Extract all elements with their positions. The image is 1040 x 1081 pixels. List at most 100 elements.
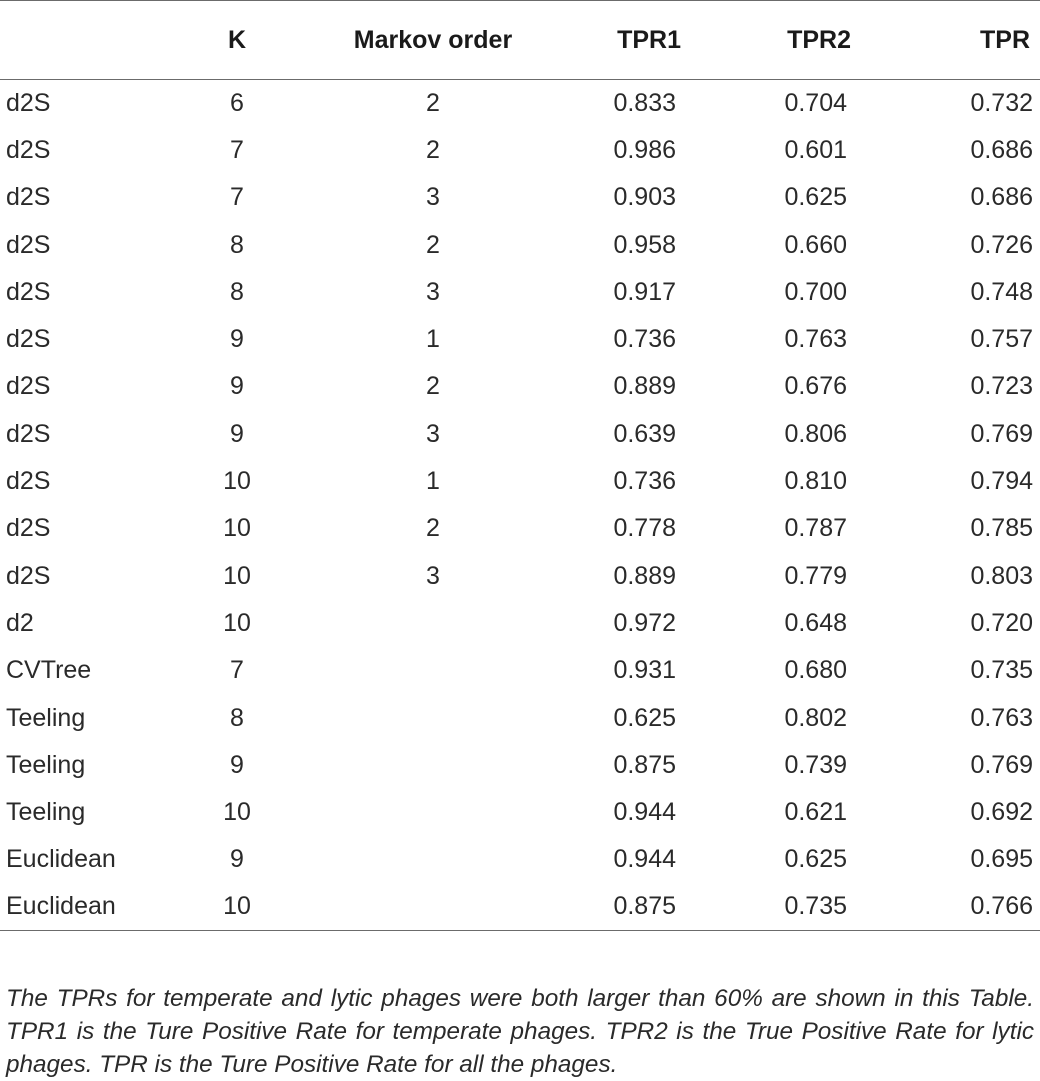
cell-tpr1: 0.986	[613, 135, 676, 164]
cell-method: Teeling	[6, 798, 86, 827]
cell-tpr1: 0.778	[613, 514, 676, 543]
cell-tpr1: 0.944	[613, 798, 676, 827]
header-row: K Markov order TPR1 TPR2 TPR	[0, 0, 1040, 80]
cell-tpr: 0.735	[970, 656, 1033, 685]
table-row: Teeling 8 0.625 0.802 0.763	[0, 694, 1040, 741]
cell-markov-order	[306, 694, 566, 741]
table-footnote: The TPRs for temperate and lytic phages …	[6, 985, 1034, 1079]
cell-method: CVTree	[6, 656, 92, 685]
cell-k: 10	[223, 608, 251, 637]
cell-tpr: 0.726	[970, 230, 1033, 259]
cell-tpr: 0.763	[970, 703, 1033, 732]
header-method	[0, 0, 196, 80]
cell-markov-order: 2	[426, 230, 440, 259]
cell-tpr2: 0.676	[784, 372, 847, 401]
cell-tpr2: 0.601	[784, 135, 847, 164]
cell-tpr2: 0.625	[784, 845, 847, 874]
cell-tpr1: 0.931	[613, 656, 676, 685]
cell-tpr: 0.720	[970, 608, 1033, 637]
cell-method: d2S	[6, 372, 51, 401]
cell-markov-order	[306, 836, 566, 883]
table-row: d2S 7 3 0.903 0.625 0.686	[0, 174, 1040, 221]
cell-tpr1: 0.875	[566, 883, 721, 932]
table-row: d2 10 0.972 0.648 0.720	[0, 600, 1040, 647]
cell-method: d2S	[6, 467, 51, 496]
cell-tpr1: 0.833	[613, 88, 676, 117]
cell-tpr1: 0.889	[613, 372, 676, 401]
cell-tpr2: 0.787	[784, 514, 847, 543]
header-tpr2: TPR2	[721, 0, 889, 80]
cell-method: d2S	[6, 183, 51, 212]
cell-tpr2: 0.735	[721, 883, 889, 932]
cell-tpr1: 0.625	[613, 703, 676, 732]
cell-method: d2S	[6, 419, 51, 448]
cell-tpr2: 0.660	[784, 230, 847, 259]
cell-tpr2: 0.700	[784, 277, 847, 306]
cell-tpr1: 0.639	[613, 419, 676, 448]
cell-tpr: 0.757	[970, 325, 1033, 354]
table-row: d2S 10 2 0.778 0.787 0.785	[0, 505, 1040, 552]
cell-k: 7	[230, 183, 244, 212]
cell-method: d2S	[6, 88, 51, 117]
header-tpr1: TPR1	[566, 0, 721, 80]
cell-markov-order: 2	[426, 135, 440, 164]
cell-tpr2: 0.648	[784, 608, 847, 637]
table-row: d2S 9 3 0.639 0.806 0.769	[0, 411, 1040, 458]
cell-tpr: 0.692	[970, 798, 1033, 827]
cell-markov-order	[306, 647, 566, 694]
cell-markov-order: 1	[426, 467, 440, 496]
table-row: d2S 9 1 0.736 0.763 0.757	[0, 316, 1040, 363]
cell-k: 10	[223, 514, 251, 543]
cell-method: d2S	[6, 325, 51, 354]
cell-k: 10	[223, 467, 251, 496]
cell-tpr2: 0.806	[784, 419, 847, 448]
cell-method: d2S	[6, 135, 51, 164]
cell-k: 9	[230, 419, 244, 448]
table-row: d2S 6 2 0.833 0.704 0.732	[0, 80, 1040, 127]
cell-k: 9	[230, 372, 244, 401]
cell-tpr: 0.766	[889, 883, 1040, 932]
cell-tpr2: 0.680	[784, 656, 847, 685]
cell-tpr2: 0.763	[784, 325, 847, 354]
cell-tpr2: 0.802	[784, 703, 847, 732]
cell-tpr: 0.803	[970, 561, 1033, 590]
cell-markov-order: 1	[426, 325, 440, 354]
cell-k: 8	[230, 230, 244, 259]
cell-tpr2: 0.625	[784, 183, 847, 212]
cell-k: 9	[230, 325, 244, 354]
cell-markov-order: 2	[426, 514, 440, 543]
cell-k: 8	[230, 277, 244, 306]
cell-tpr: 0.794	[970, 467, 1033, 496]
cell-tpr: 0.686	[970, 135, 1033, 164]
cell-tpr1: 0.889	[613, 561, 676, 590]
table-row: d2S 8 3 0.917 0.700 0.748	[0, 269, 1040, 316]
cell-tpr1: 0.958	[613, 230, 676, 259]
cell-markov-order: 3	[426, 277, 440, 306]
cell-markov-order	[306, 600, 566, 647]
cell-method: Teeling	[6, 703, 86, 732]
cell-k: 10	[223, 561, 251, 590]
cell-method: Euclidean	[6, 845, 116, 874]
cell-tpr1: 0.875	[613, 750, 676, 779]
cell-tpr: 0.785	[970, 514, 1033, 543]
cell-tpr: 0.769	[970, 419, 1033, 448]
cell-k: 6	[230, 88, 244, 117]
cell-tpr2: 0.810	[784, 467, 847, 496]
cell-markov-order: 2	[426, 372, 440, 401]
cell-tpr1: 0.736	[613, 325, 676, 354]
cell-method: d2S	[6, 561, 51, 590]
cell-tpr1: 0.944	[613, 845, 676, 874]
cell-tpr: 0.769	[970, 750, 1033, 779]
cell-tpr2: 0.739	[784, 750, 847, 779]
cell-markov-order: 3	[426, 419, 440, 448]
table-row: Euclidean 9 0.944 0.625 0.695	[0, 836, 1040, 883]
cell-markov-order: 2	[426, 88, 440, 117]
header-markov-order: Markov order	[306, 0, 566, 80]
cell-markov-order: 3	[426, 183, 440, 212]
cell-markov-order	[306, 883, 566, 932]
table-row: d2S 10 3 0.889 0.779 0.803	[0, 552, 1040, 599]
results-table-container: K Markov order TPR1 TPR2 TPR d2S 6 2 0.8…	[0, 0, 1040, 932]
table-row: Teeling 9 0.875 0.739 0.769	[0, 742, 1040, 789]
cell-k: 9	[230, 845, 244, 874]
cell-tpr1: 0.903	[613, 183, 676, 212]
